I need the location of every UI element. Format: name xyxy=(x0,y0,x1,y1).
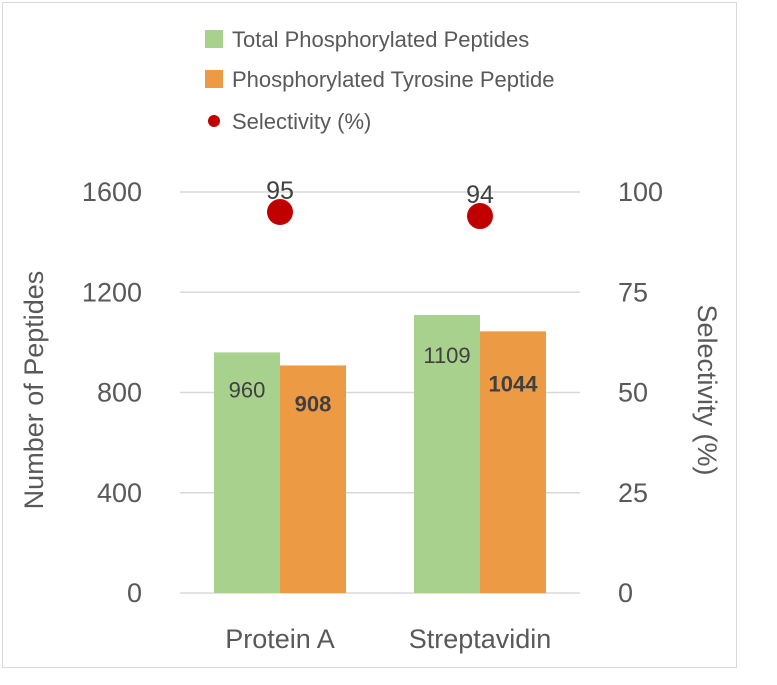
point-data-label: 94 xyxy=(466,181,494,209)
bar xyxy=(214,352,280,593)
y2-axis-title: Selectivity (%) xyxy=(692,304,722,475)
y-tick-label: 0 xyxy=(127,578,142,608)
x-axis-ticks: Protein A Streptavidin xyxy=(225,624,551,654)
y-axis-title: Number of Peptides xyxy=(19,271,49,510)
y2-tick-label: 0 xyxy=(618,578,633,608)
category-label: Protein A xyxy=(225,624,335,654)
legend-marker-selectivity xyxy=(208,115,220,127)
y-tick-label: 1200 xyxy=(82,277,142,307)
selectivity-point xyxy=(467,203,493,230)
category-label: Streptavidin xyxy=(409,624,552,654)
y-tick-label: 1600 xyxy=(82,177,142,207)
bar-data-label: 908 xyxy=(295,391,332,416)
bar xyxy=(480,331,546,593)
bar xyxy=(414,315,480,593)
y-axis-ticks: 0 400 800 1200 1600 xyxy=(82,177,142,608)
legend-swatch-total xyxy=(205,30,223,48)
y-tick-label: 400 xyxy=(97,478,142,508)
bar-data-label: 1044 xyxy=(489,371,539,396)
y2-tick-label: 75 xyxy=(618,277,648,307)
points xyxy=(267,199,493,230)
legend-swatch-tyrosine xyxy=(205,70,223,88)
y2-axis-ticks: 0 25 50 75 100 xyxy=(618,177,663,608)
bar-data-label: 1109 xyxy=(423,343,470,368)
point-data-label: 95 xyxy=(266,177,294,205)
bar-data-label: 960 xyxy=(229,377,266,402)
y2-tick-label: 25 xyxy=(618,478,648,508)
y2-tick-label: 50 xyxy=(618,378,648,408)
chart-frame xyxy=(2,2,737,668)
legend-label-tyrosine: Phosphorylated Tyrosine Peptide xyxy=(232,67,554,92)
data-labels: 960 908 95 1109 1044 94 xyxy=(229,177,539,416)
y-tick-label: 800 xyxy=(97,378,142,408)
legend-label-total: Total Phosphorylated Peptides xyxy=(232,27,529,52)
bar xyxy=(280,365,346,593)
legend-label-selectivity: Selectivity (%) xyxy=(232,109,371,134)
bars xyxy=(214,315,546,593)
selectivity-point xyxy=(267,199,293,226)
legend: Total Phosphorylated Peptides Phosphoryl… xyxy=(205,27,554,134)
y2-tick-label: 100 xyxy=(618,177,663,207)
